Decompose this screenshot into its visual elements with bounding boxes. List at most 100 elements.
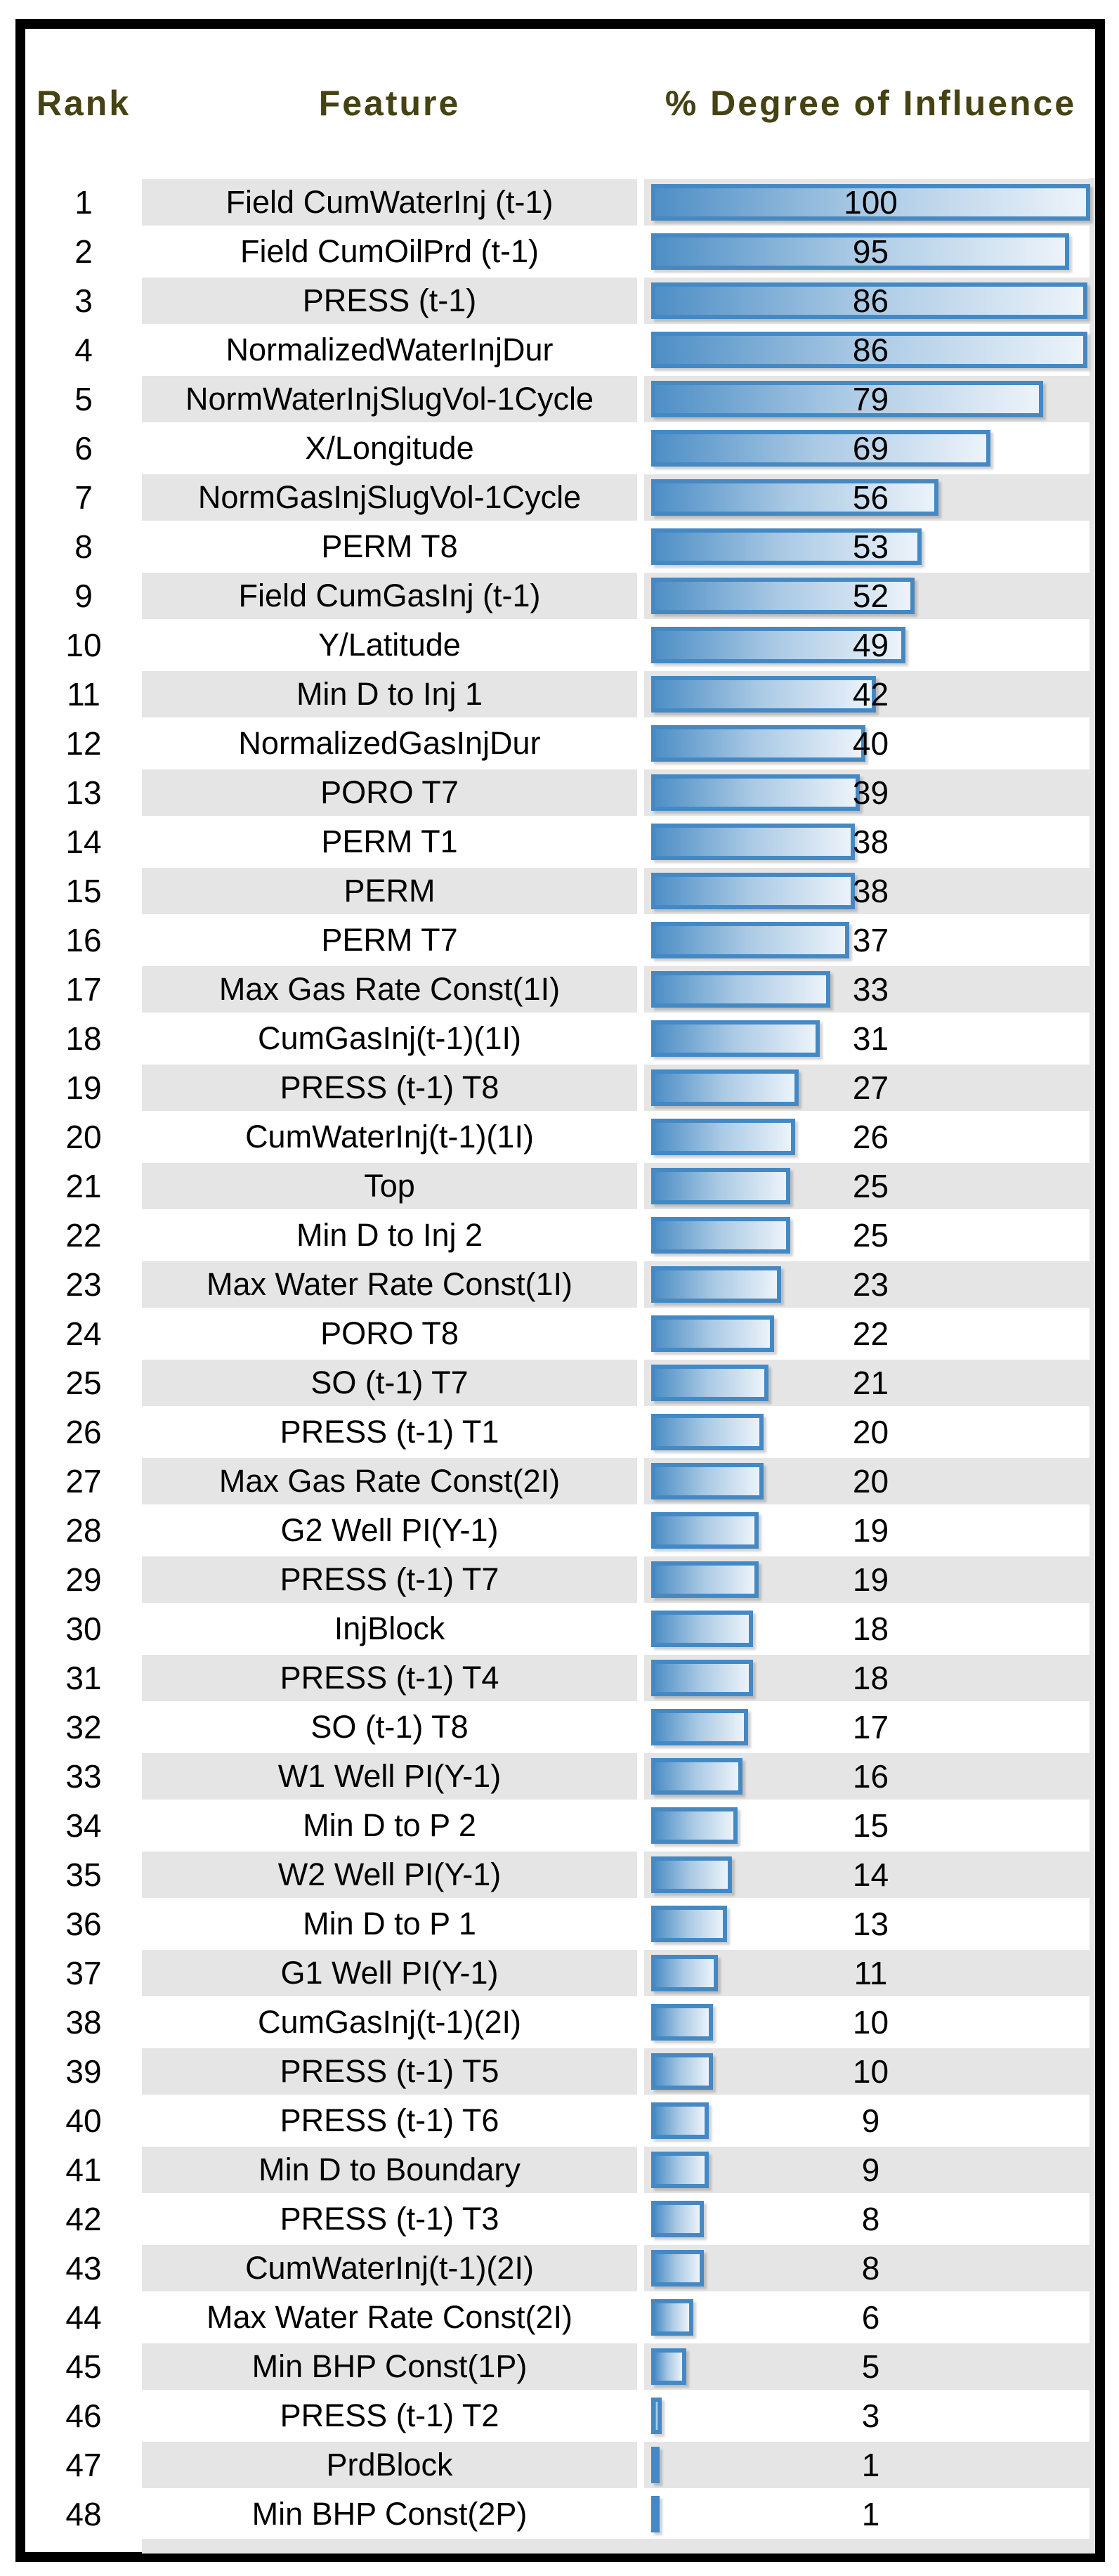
influence-bar-cell: 25 bbox=[644, 1162, 1097, 1211]
influence-value: 56 bbox=[852, 479, 889, 516]
rank-cell: 22 bbox=[65, 1217, 102, 1254]
influence-value: 5 bbox=[861, 2348, 880, 2385]
influence-value: 95 bbox=[852, 233, 889, 270]
table-row: 3 PRESS (t-1) 86 bbox=[25, 276, 1095, 325]
feature-name: PRESS (t-1) bbox=[302, 282, 477, 318]
influence-bar-cell: 79 bbox=[644, 375, 1097, 424]
rank-cell: 45 bbox=[65, 2348, 102, 2385]
influence-value: 14 bbox=[852, 1856, 889, 1893]
influence-bar-cell: 15 bbox=[644, 1801, 1097, 1850]
feature-name: Min D to P 1 bbox=[303, 1906, 476, 1941]
influence-bar-cell: 40 bbox=[644, 719, 1097, 768]
feature-cell-stripe bbox=[142, 1163, 637, 1209]
influence-bar bbox=[651, 479, 938, 516]
rank-cell: 29 bbox=[65, 1561, 102, 1598]
influence-value: 69 bbox=[852, 430, 889, 467]
influence-value: 33 bbox=[852, 971, 889, 1008]
feature-name: W2 Well PI(Y-1) bbox=[277, 1856, 502, 1892]
feature-cell-stripe bbox=[142, 474, 637, 521]
rank-cell: 32 bbox=[65, 1709, 102, 1745]
influence-bar bbox=[651, 1856, 732, 1893]
rank-cell: 23 bbox=[65, 1266, 102, 1303]
rank-cell: 35 bbox=[65, 1856, 102, 1893]
influence-bar-cell: 33 bbox=[644, 965, 1097, 1014]
feature-cell-stripe bbox=[142, 1261, 637, 1308]
influence-bar bbox=[651, 1463, 764, 1500]
influence-value: 52 bbox=[852, 578, 889, 614]
influence-bar bbox=[651, 2152, 709, 2188]
influence-value: 86 bbox=[852, 332, 889, 368]
influence-value: 37 bbox=[852, 922, 889, 958]
feature-cell-stripe bbox=[142, 1753, 637, 1800]
rank-cell: 6 bbox=[74, 430, 93, 467]
influence-bar bbox=[651, 1414, 764, 1450]
feature-name: PrdBlock bbox=[326, 2447, 453, 2483]
influence-bar-cell: 1 bbox=[644, 2490, 1097, 2539]
rank-cell: 17 bbox=[65, 971, 102, 1008]
feature-name: InjBlock bbox=[334, 1611, 445, 1646]
bar-cell-stripe bbox=[644, 2048, 1095, 2095]
influence-bar-cell: 1 bbox=[644, 2440, 1097, 2490]
table-row: 4 NormalizedWaterInjDur 86 bbox=[25, 325, 1095, 375]
influence-bar-cell: 37 bbox=[644, 916, 1097, 965]
influence-bar bbox=[651, 1266, 781, 1303]
feature-cell-stripe bbox=[142, 769, 637, 816]
influence-bar bbox=[651, 184, 1090, 221]
table-row: 48 Min BHP Const(2P) 1 bbox=[25, 2490, 1095, 2539]
influence-value: 25 bbox=[852, 1217, 889, 1254]
influence-bar bbox=[651, 1955, 718, 1991]
table-row: 22 Min D to Inj 2 25 bbox=[25, 1211, 1095, 1260]
influence-value: 9 bbox=[861, 2152, 880, 2188]
feature-name: NormWaterInjSlugVol-1Cycle bbox=[185, 381, 594, 417]
influence-bar-cell: 27 bbox=[644, 1063, 1097, 1112]
feature-cell-stripe bbox=[142, 1556, 637, 1603]
rank-cell: 26 bbox=[65, 1414, 102, 1450]
feature-name: Min D to Inj 2 bbox=[296, 1217, 483, 1253]
influence-value: 13 bbox=[852, 1906, 889, 1942]
feature-name: CumGasInj(t-1)(2I) bbox=[257, 2004, 522, 2040]
feature-name: PRESS (t-1) T1 bbox=[280, 1414, 499, 1450]
influence-value: 40 bbox=[852, 725, 889, 762]
influence-bar bbox=[651, 2201, 704, 2237]
influence-bar-cell: 31 bbox=[644, 1014, 1097, 1063]
influence-value: 15 bbox=[852, 1807, 889, 1844]
rank-cell: 10 bbox=[65, 627, 102, 663]
influence-bar bbox=[651, 1512, 759, 1549]
influence-bar-cell: 20 bbox=[644, 1457, 1097, 1506]
ranking-table: Rank Feature % Degree of Influence 1 Fiel… bbox=[15, 19, 1105, 2562]
rank-cell: 24 bbox=[65, 1315, 102, 1352]
influence-bar bbox=[651, 528, 922, 565]
influence-bar bbox=[651, 1611, 753, 1647]
table-row: 33 W1 Well PI(Y-1) 16 bbox=[25, 1752, 1095, 1801]
table-row: 20 CumWaterInj(t-1)(1I) 26 bbox=[25, 1112, 1095, 1162]
feature-cell-stripe bbox=[142, 1065, 637, 1111]
rank-cell: 2 bbox=[74, 233, 93, 270]
table-row: 42 PRESS (t-1) T3 8 bbox=[25, 2194, 1095, 2244]
influence-bar bbox=[651, 627, 905, 663]
influence-bar-cell: 14 bbox=[644, 1850, 1097, 1899]
table-row: 16 PERM T7 37 bbox=[25, 916, 1095, 965]
influence-bar bbox=[651, 1709, 748, 1745]
table-row: 45 Min BHP Const(1P) 5 bbox=[25, 2342, 1095, 2391]
influence-value: 49 bbox=[852, 627, 889, 663]
rank-cell: 31 bbox=[65, 1660, 102, 1696]
feature-name: W1 Well PI(Y-1) bbox=[277, 1758, 502, 1794]
feature-name: Min BHP Const(2P) bbox=[251, 2496, 528, 2532]
table-row: 40 PRESS (t-1) T6 9 bbox=[25, 2096, 1095, 2145]
feature-name: Min D to P 2 bbox=[303, 1807, 476, 1843]
feature-name: PRESS (t-1) T3 bbox=[280, 2201, 499, 2237]
rank-cell: 13 bbox=[65, 774, 102, 811]
feature-name: NormalizedWaterInjDur bbox=[225, 332, 554, 367]
rank-cell: 11 bbox=[67, 676, 100, 713]
bar-cell-stripe bbox=[644, 2442, 1095, 2488]
rank-cell: 16 bbox=[65, 922, 102, 958]
rank-cell: 34 bbox=[65, 1807, 102, 1844]
influence-bar bbox=[651, 2348, 686, 2385]
rank-cell: 15 bbox=[65, 873, 102, 909]
influence-value: 31 bbox=[852, 1020, 889, 1057]
feature-name: Field CumGasInj (t-1) bbox=[238, 578, 541, 613]
influence-bar bbox=[651, 1020, 820, 1057]
feature-name: SO (t-1) T8 bbox=[310, 1709, 469, 1745]
table-row: 7 NormGasInjSlugVol-1Cycle 56 bbox=[25, 473, 1095, 522]
influence-value: 86 bbox=[852, 282, 889, 319]
